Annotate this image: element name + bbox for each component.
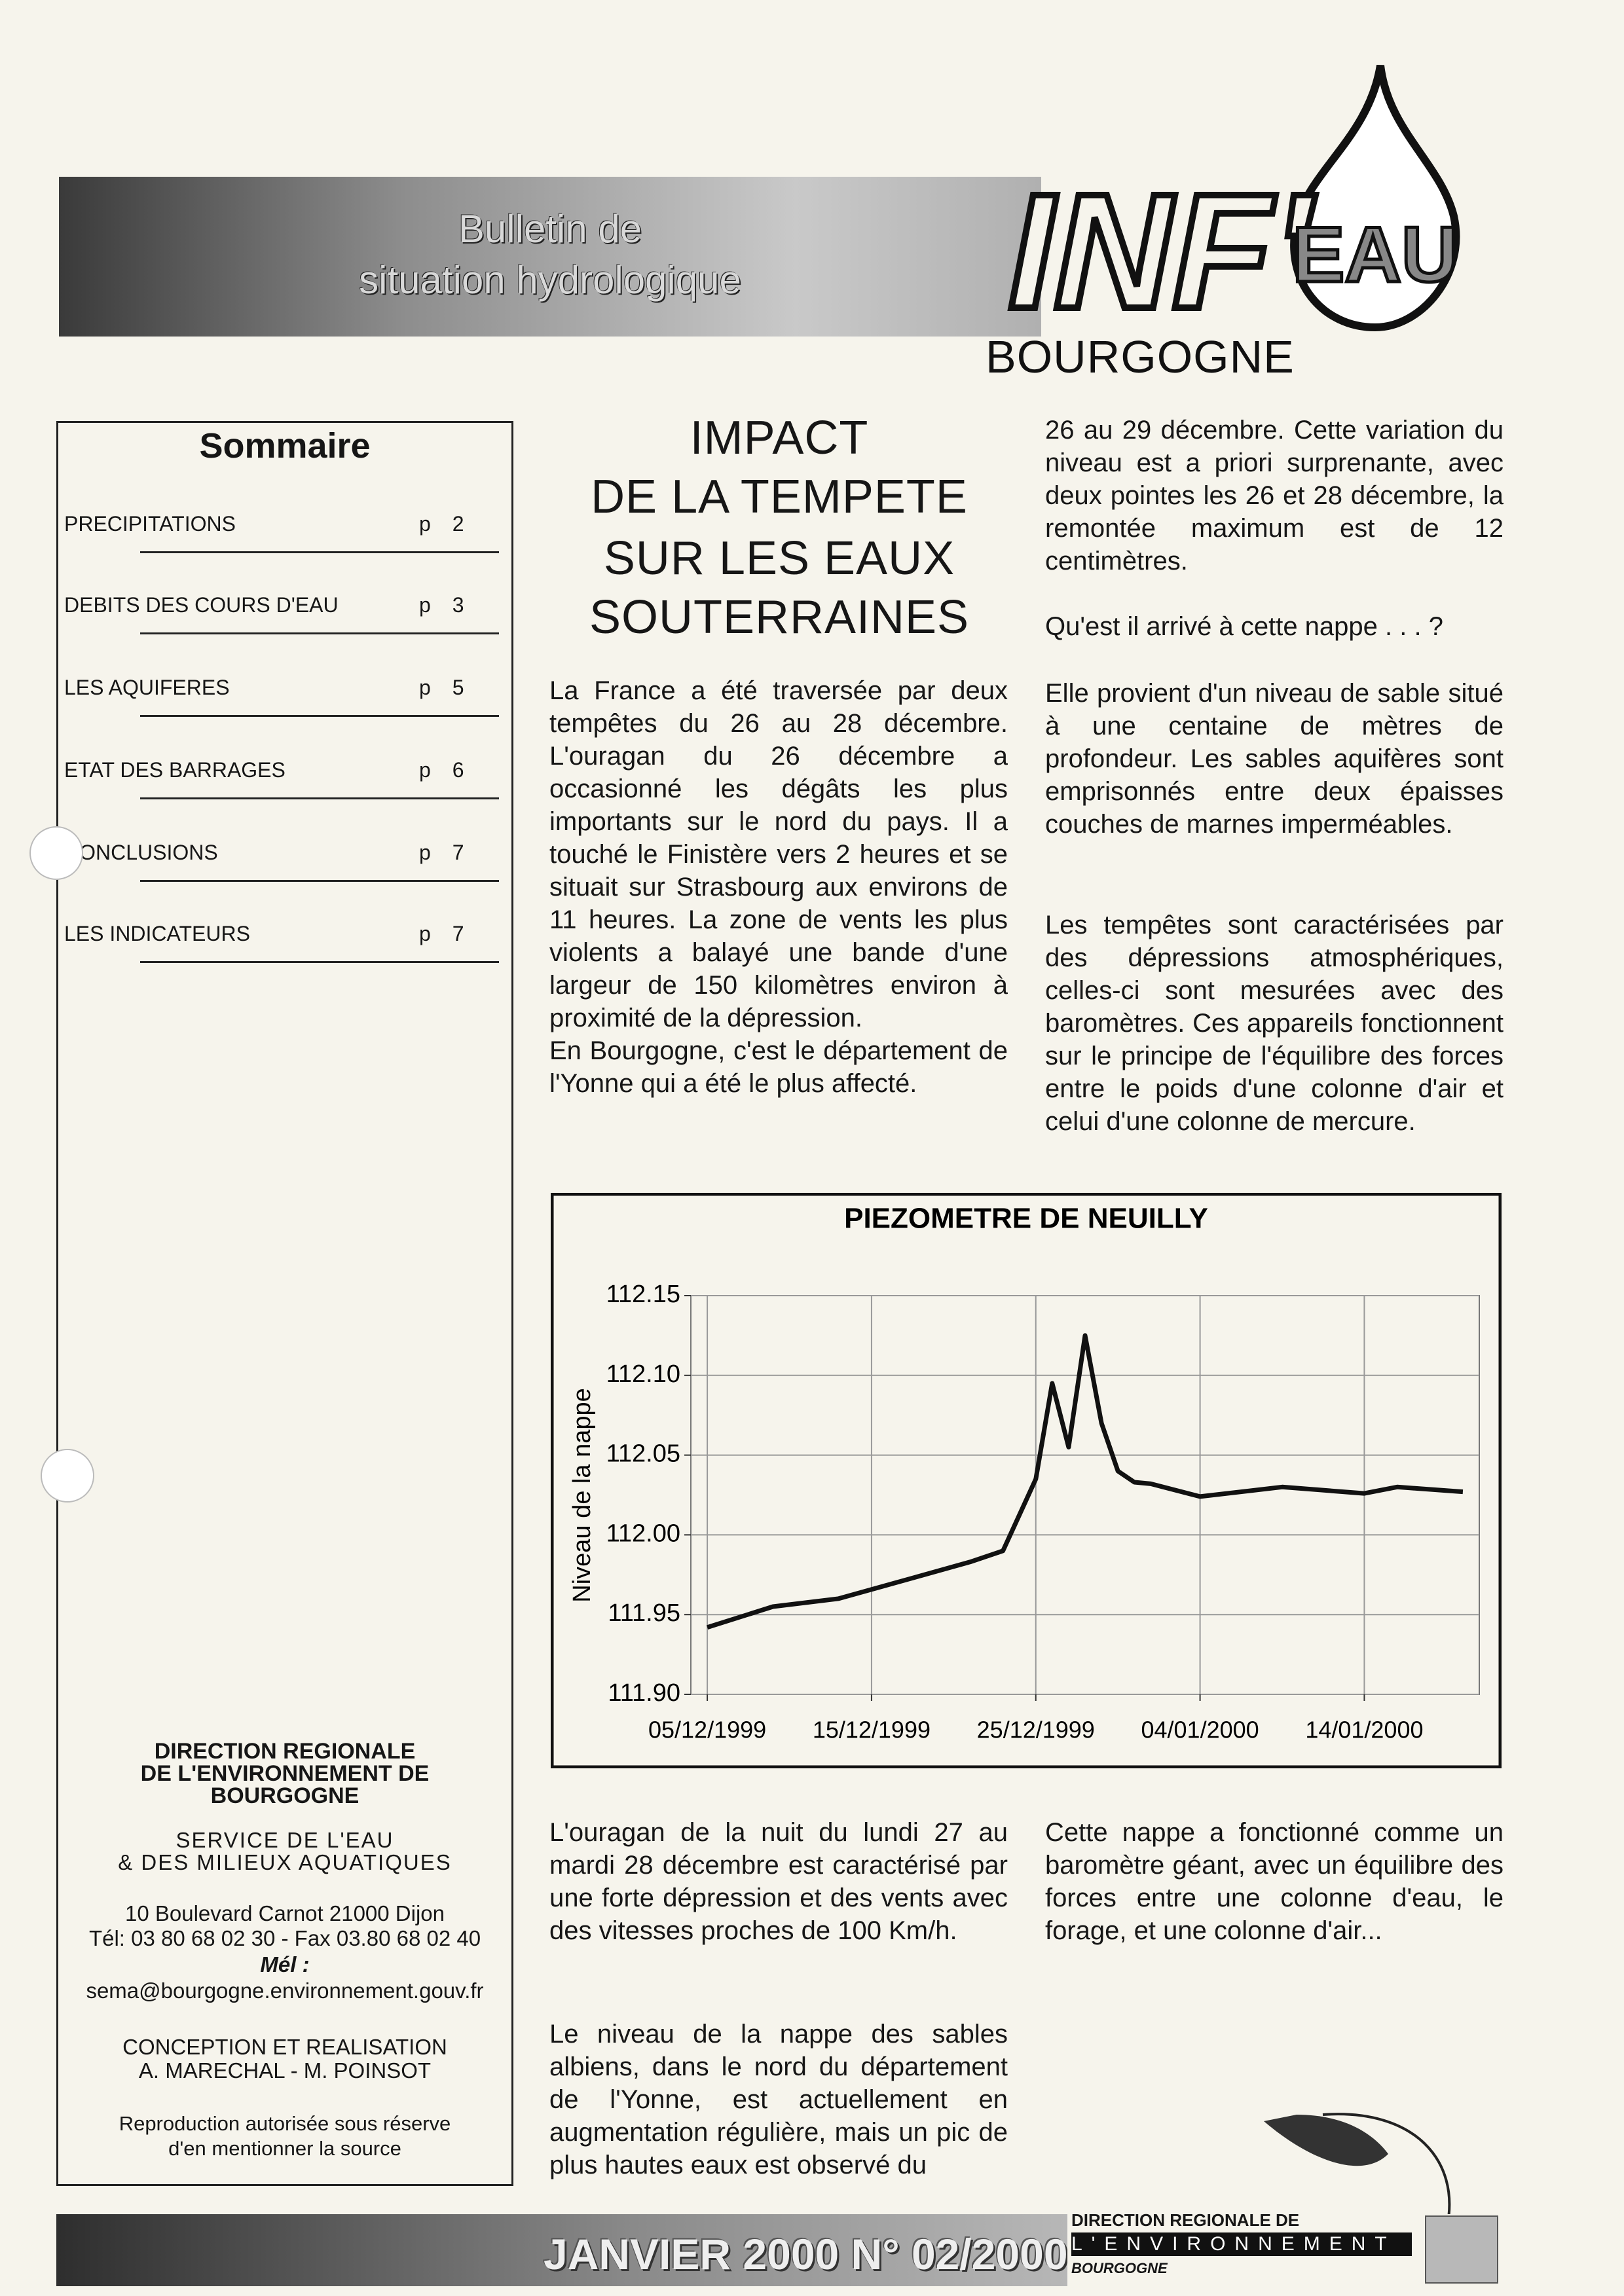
sommaire-title: Sommaire (199, 426, 371, 465)
chart-frame (551, 1193, 1502, 1768)
x-tick-label: 15/12/1999 (813, 1717, 931, 1743)
sommaire-page: p 2 (419, 512, 464, 536)
data-line (707, 1333, 1464, 1630)
paragraph: Elle provient d'un niveau de sable situé… (1045, 679, 1504, 839)
sommaire-item: CONCLUSIONS (64, 841, 218, 864)
y-tick-label: 111.95 (608, 1599, 680, 1627)
header-banner (59, 177, 1041, 337)
sommaire-page: p 7 (419, 841, 464, 864)
sommaire-item: LES INDICATEURS (64, 922, 250, 945)
paragraph: Le niveau de la nappe des sables albiens… (549, 2020, 1008, 2179)
article-title-line: SUR LES EAUX (603, 532, 955, 585)
issue-number: JANVIER 2000 N° 02/2000 (544, 2230, 1068, 2278)
sommaire-rule (140, 880, 499, 882)
x-tick-label: 05/12/1999 (648, 1717, 766, 1743)
logo-drop-text: EAU (1292, 211, 1458, 299)
sommaire-footer-line: d'en mentionner la source (168, 2137, 401, 2160)
logo: INF' EAU (1005, 65, 1460, 346)
sommaire-footer-line: DIRECTION REGIONALE (154, 1739, 416, 1764)
y-axis-label: Niveau de la nappe (568, 1388, 596, 1602)
banner-line: Bulletin de (458, 207, 642, 251)
sommaire-box (56, 421, 513, 2186)
x-tick-label: 25/12/1999 (977, 1717, 1095, 1743)
sommaire-page: p 6 (419, 758, 464, 782)
region: BOURGOGNE (986, 331, 1295, 382)
sommaire-footer-line: A. MARECHAL - M. POINSOT (138, 2058, 432, 2083)
sommaire-page: p 3 (419, 593, 464, 617)
y-tick-label: 112.05 (606, 1440, 680, 1468)
banner-line: situation hydrologique (359, 258, 741, 302)
footer-logo-line: BOURGOGNE (1071, 2260, 1168, 2276)
sommaire-footer-line: SERVICE DE L'EAU (175, 1828, 394, 1852)
paragraph: En Bourgogne, c'est le département de l'… (549, 1036, 1008, 1098)
sommaire-rule (140, 632, 499, 634)
x-tick-label: 04/01/2000 (1141, 1717, 1259, 1743)
sommaire-footer-line: BOURGOGNE (210, 1783, 360, 1808)
sommaire-item: DEBITS DES COURS D'EAU (64, 593, 339, 617)
sommaire-rule (140, 797, 499, 799)
logo-arc (1322, 2113, 1451, 2227)
sommaire-rule (140, 961, 499, 963)
sommaire-footer-line: DE L'ENVIRONNEMENT DE (140, 1761, 430, 1786)
paragraph: Les tempêtes sont caractérisées par des … (1045, 911, 1504, 1136)
paragraph: 26 au 29 décembre. Cette variation du ni… (1045, 416, 1504, 575)
sommaire-page: p 7 (419, 922, 464, 945)
logo-text: INF' (1008, 160, 1316, 342)
article-title-line: IMPACT (690, 412, 869, 464)
article-title-line: SOUTERRAINES (589, 591, 970, 644)
footer-logo-line: DIRECTION REGIONALE DE (1071, 2210, 1300, 2230)
sommaire-footer-line: Reproduction autorisée sous réserve (119, 2112, 451, 2135)
article-title-line: DE LA TEMPETE (591, 471, 968, 523)
paragraph: Cette nappe a fonctionné comme un baromè… (1045, 1818, 1504, 1945)
y-tick-label: 112.15 (606, 1281, 680, 1308)
sommaire-footer-line: Mél : (260, 1952, 310, 1977)
sommaire-footer-line: CONCEPTION ET REALISATION (122, 2035, 447, 2059)
y-tick-label: 112.10 (606, 1360, 680, 1388)
footer-logo-line: L'ENVIRONNEMENT (1071, 2232, 1412, 2256)
sommaire-item: LES AQUIFERES (64, 676, 230, 699)
sommaire-rule (140, 715, 499, 717)
paragraph: La France a été traversée par deux tempê… (549, 676, 1008, 1032)
paragraph: Qu'est il arrivé à cette nappe . . . ? (1045, 612, 1443, 641)
x-tick-label: 14/01/2000 (1305, 1717, 1423, 1743)
sommaire-rule (140, 551, 499, 553)
sommaire-page: p 5 (419, 676, 464, 699)
sommaire-footer-line: sema@bourgogne.environnement.gouv.fr (86, 1978, 484, 2003)
sommaire-footer-line: Tél: 03 80 68 02 30 - Fax 03.80 68 02 40 (88, 1926, 481, 1950)
logo-drop (1290, 65, 1460, 332)
sommaire-item: PRECIPITATIONS (64, 512, 236, 536)
chart: PIEZOMETRE DE NEUILLY Niveau de la nappe… (551, 1193, 1502, 1768)
paragraph: L'ouragan de la nuit du lundi 27 au mard… (549, 1818, 1008, 1945)
footer-logo-box (1425, 2215, 1498, 2284)
y-tick-label: 111.90 (608, 1679, 680, 1707)
sommaire-footer-line: & DES MILIEUX AQUATIQUES (118, 1850, 452, 1874)
chart-title: PIEZOMETRE DE NEUILLY (844, 1203, 1208, 1235)
sommaire-item: ETAT DES BARRAGES (64, 758, 286, 782)
france-map (1264, 2115, 1388, 2166)
sommaire-footer-line: 10 Boulevard Carnot 21000 Dijon (125, 1901, 445, 1925)
y-tick-label: 112.00 (606, 1520, 680, 1547)
